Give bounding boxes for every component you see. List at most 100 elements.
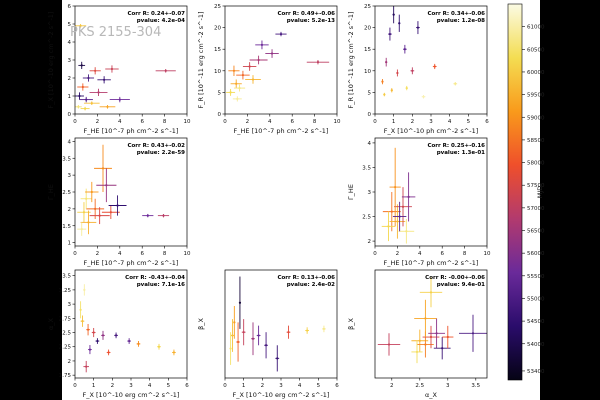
data-point	[106, 349, 111, 356]
panel-betax-vs-fx: 0 1 2 3 4 5 6 F_X [10^-10 erg cm^-2 s^-1] β_X Cor…	[197, 269, 339, 399]
y-tick-label: 5	[368, 90, 372, 96]
x-tick-label: 2	[390, 383, 394, 389]
data-points	[381, 6, 458, 99]
point-marker	[429, 291, 433, 294]
data-point	[157, 343, 161, 350]
pvalue-annotation: pvalue: 5.2e-13	[287, 18, 335, 24]
data-point	[83, 284, 86, 296]
x-tick-label: 0	[223, 383, 227, 389]
colorbar-tick-label: 60500	[527, 47, 545, 53]
y-tick-label: 2.5	[62, 331, 71, 337]
y-tick-label: 4	[68, 139, 72, 145]
data-point	[322, 325, 326, 333]
data-point	[405, 85, 408, 91]
point-marker	[105, 184, 108, 187]
data-point	[419, 277, 443, 308]
x-tick-label: 3	[446, 383, 450, 389]
y-tick-label: 15	[364, 47, 371, 53]
y-axis-label: β_X	[197, 318, 205, 330]
x-tick-label: 4	[118, 119, 122, 125]
point-marker	[398, 22, 401, 25]
data-point	[77, 222, 87, 236]
data-point	[108, 195, 127, 216]
data-point	[80, 210, 97, 235]
y-tick-label: 3.25	[59, 288, 72, 294]
data-point	[432, 63, 437, 70]
point-marker	[435, 332, 438, 335]
corr-annotation: Corr R: 0.24+-0.07	[127, 11, 185, 17]
data-point	[428, 318, 445, 349]
y-tick-label: 1.5	[62, 224, 71, 230]
point-marker	[110, 67, 114, 71]
data-points	[229, 276, 326, 372]
x-tick-label: 6	[440, 251, 444, 257]
colorbar-tick-label: 53400	[527, 369, 545, 375]
data-point	[101, 205, 120, 219]
data-point	[381, 79, 384, 85]
data-point	[442, 325, 454, 349]
data-point	[82, 74, 95, 82]
data-point	[236, 70, 250, 80]
point-marker	[172, 351, 176, 354]
data-point	[275, 31, 287, 37]
data-points	[75, 24, 176, 111]
point-marker	[137, 342, 140, 345]
data-point	[306, 60, 330, 65]
data-point	[99, 105, 116, 109]
colorbar-tick-label: 58000	[527, 161, 545, 167]
x-tick-label: 3	[129, 383, 133, 389]
x-tick-label: 8	[313, 119, 317, 125]
colorbar-tick-label: 61000	[527, 25, 545, 31]
point-marker	[270, 52, 274, 55]
x-tick-label: 4	[298, 383, 302, 389]
point-marker	[433, 65, 436, 68]
y-tick-label: 2	[68, 207, 72, 213]
point-marker	[233, 321, 236, 324]
pvalue-annotation: pvalue: 2.4e-02	[287, 282, 335, 288]
point-marker	[80, 228, 83, 231]
point-marker	[411, 69, 414, 72]
y-tick-label: 25	[364, 4, 371, 10]
plot-area	[75, 270, 187, 378]
colorbar-ticks: 53400 54000 54500 55000 55500 56000 56500 57000…	[522, 25, 545, 375]
point-marker	[87, 221, 90, 224]
point-marker	[387, 343, 391, 346]
data-point	[230, 319, 235, 352]
pvalue-annotation: pvalue: 2.2e-59	[137, 150, 185, 156]
y-tick-label: 4	[368, 141, 372, 147]
point-marker	[264, 344, 268, 347]
x-tick-label: 2	[396, 251, 400, 257]
point-marker	[251, 78, 255, 81]
data-point	[109, 96, 130, 103]
point-marker	[86, 328, 90, 331]
colorbar-tick-label: 59500	[527, 93, 545, 99]
data-point	[459, 314, 487, 352]
data-point	[398, 14, 401, 32]
point-marker	[383, 93, 386, 96]
x-tick-label: 8	[163, 251, 167, 257]
x-axis-label: F_X [10^-10 erg cm^-2 s^-1]	[83, 391, 180, 399]
x-tick-label: 4	[148, 383, 152, 389]
data-point	[94, 144, 112, 192]
point-marker	[471, 332, 475, 335]
data-point	[251, 322, 255, 356]
x-tick-label: 3.5	[471, 383, 480, 389]
point-marker	[390, 210, 393, 213]
point-marker	[85, 197, 88, 200]
point-marker	[416, 26, 420, 29]
point-marker	[236, 340, 240, 344]
data-point	[127, 338, 131, 344]
point-marker	[103, 78, 106, 81]
x-axis-label: F_HE [10^-7 ph cm^-2 s^-1]	[84, 259, 179, 267]
corr-annotation: Corr R: 0.34+-0.06	[427, 11, 485, 17]
plot-area	[375, 138, 487, 246]
point-marker	[396, 220, 399, 223]
x-tick-label: 2	[96, 251, 100, 257]
y-tick-label: 1	[68, 94, 72, 100]
x-tick-label: 4	[448, 119, 452, 125]
point-marker	[407, 195, 410, 199]
data-points	[377, 277, 487, 364]
point-marker	[81, 320, 84, 323]
y-tick-label: 3.5	[62, 156, 71, 162]
